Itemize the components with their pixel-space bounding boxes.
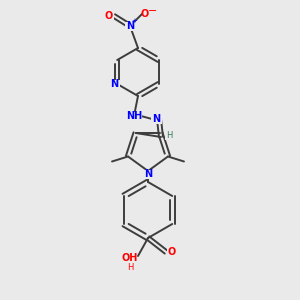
FancyBboxPatch shape [126, 112, 142, 121]
FancyBboxPatch shape [104, 11, 113, 20]
FancyBboxPatch shape [108, 80, 120, 88]
FancyBboxPatch shape [151, 115, 161, 124]
Text: N: N [152, 114, 160, 124]
FancyBboxPatch shape [167, 248, 177, 256]
FancyBboxPatch shape [143, 10, 155, 19]
Text: NH: NH [126, 111, 142, 121]
Text: N: N [110, 79, 118, 89]
Text: +: + [131, 18, 137, 24]
Text: O: O [105, 11, 113, 21]
FancyBboxPatch shape [164, 130, 173, 140]
Text: N: N [126, 21, 134, 31]
Text: O: O [168, 247, 176, 257]
Text: H: H [127, 262, 133, 272]
FancyBboxPatch shape [125, 263, 134, 271]
FancyBboxPatch shape [124, 22, 136, 31]
Text: OH: OH [122, 253, 138, 263]
FancyBboxPatch shape [124, 254, 136, 262]
Text: −: − [148, 6, 158, 16]
Text: O: O [141, 9, 149, 19]
FancyBboxPatch shape [142, 169, 154, 178]
Text: N: N [144, 169, 152, 179]
Text: H: H [166, 130, 172, 140]
